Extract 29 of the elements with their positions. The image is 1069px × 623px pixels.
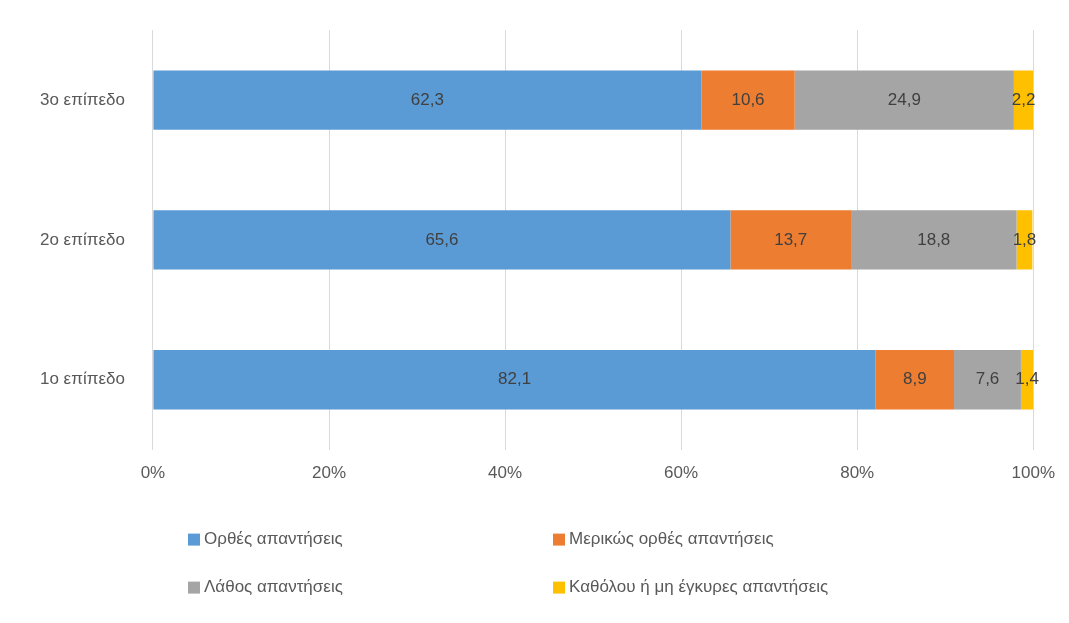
bar [794,70,1014,130]
x-tick-label: 80% [840,463,875,483]
legend-label: Λάθος απαντήσεις [204,577,343,597]
bar [875,349,955,410]
data-label: 24,9 [887,89,921,109]
bar [153,210,731,270]
data-label: 13,7 [774,229,808,249]
x-tick-label: 20% [311,463,347,483]
data-label: 8,9 [903,369,927,389]
data-label: 62,3 [410,89,444,109]
y-tick-label: 2ο επίπεδο [39,229,125,249]
data-label: 10,6 [731,89,765,109]
x-tick-label: 0% [140,463,166,483]
x-tick-label: 100% [1011,463,1055,483]
y-tick-label: 3ο επίπεδο [39,89,125,109]
data-label: 18,8 [917,229,951,249]
bar [153,349,876,410]
legend-label: Μερικώς ορθές απαντήσεις [569,529,774,549]
bar [701,70,795,130]
data-label: 65,6 [425,229,459,249]
data-label: 82,1 [498,369,532,389]
x-tick-label: 40% [488,463,523,483]
y-tick-label: 1ο επίπεδο [39,369,125,389]
x-tick-label: 60% [664,463,699,483]
bar [730,210,852,270]
legend-label: Καθόλου ή μη έγκυρες απαντήσεις [569,577,829,597]
data-label: 7,6 [975,369,1000,389]
legend-label: Ορθές απαντήσεις [204,529,343,549]
bar [153,70,702,130]
